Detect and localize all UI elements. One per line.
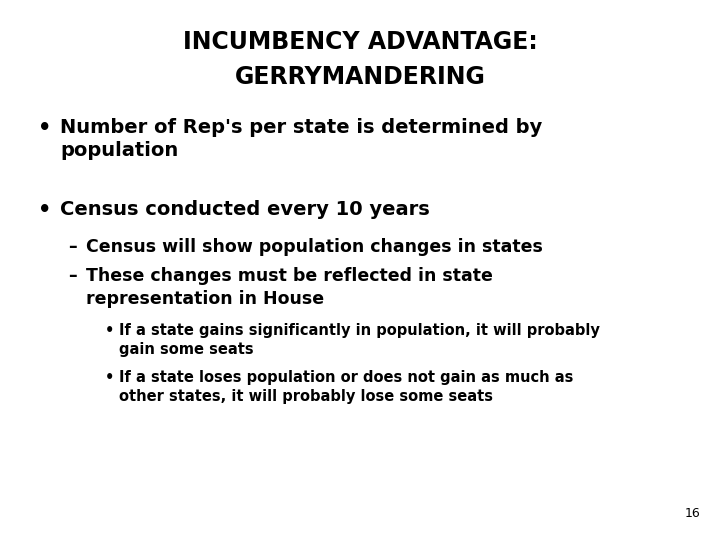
- Text: If a state loses population or does not gain as much as: If a state loses population or does not …: [119, 370, 573, 385]
- Text: 16: 16: [684, 507, 700, 520]
- Text: If a state gains significantly in population, it will probably: If a state gains significantly in popula…: [119, 323, 600, 338]
- Text: GERRYMANDERING: GERRYMANDERING: [235, 65, 485, 89]
- Text: Census will show population changes in states: Census will show population changes in s…: [86, 238, 543, 256]
- Text: Number of Rep's per state is determined by: Number of Rep's per state is determined …: [60, 118, 542, 137]
- Text: population: population: [60, 141, 179, 160]
- Text: These changes must be reflected in state: These changes must be reflected in state: [86, 267, 493, 285]
- Text: •: •: [38, 118, 51, 138]
- Text: •: •: [105, 323, 114, 338]
- Text: –: –: [68, 267, 76, 285]
- Text: representation in House: representation in House: [86, 290, 324, 308]
- Text: gain some seats: gain some seats: [119, 342, 253, 357]
- Text: INCUMBENCY ADVANTAGE:: INCUMBENCY ADVANTAGE:: [183, 30, 537, 54]
- Text: •: •: [105, 370, 114, 385]
- Text: •: •: [38, 200, 51, 220]
- Text: other states, it will probably lose some seats: other states, it will probably lose some…: [119, 389, 493, 404]
- Text: –: –: [68, 238, 76, 256]
- Text: Census conducted every 10 years: Census conducted every 10 years: [60, 200, 430, 219]
